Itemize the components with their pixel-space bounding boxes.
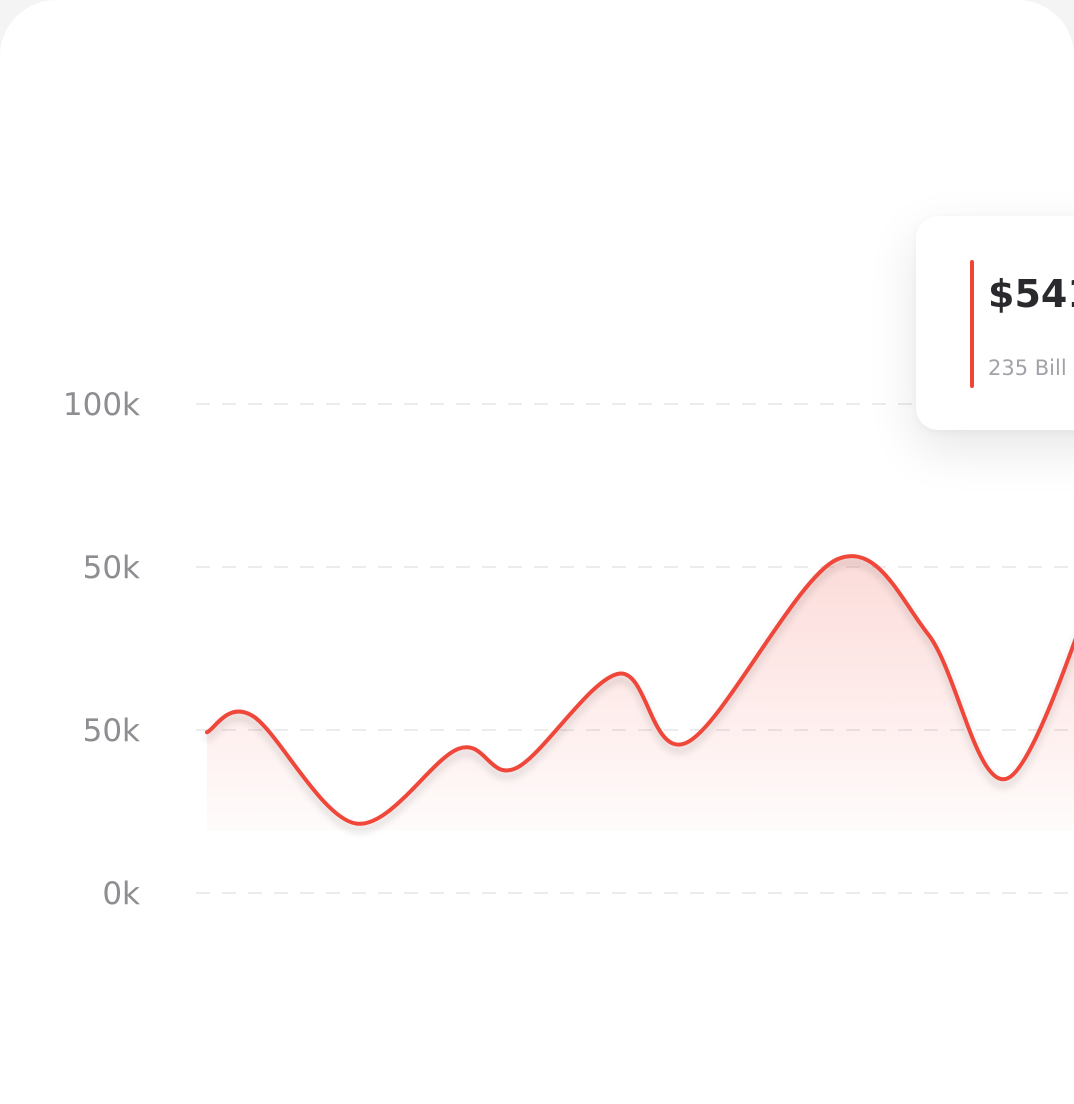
tooltip-card: $541 235 Bill [916, 216, 1074, 430]
tooltip-value: $541 [988, 272, 1074, 316]
tooltip-accent-bar [970, 260, 974, 388]
data-point [685, 739, 691, 745]
data-point [616, 671, 622, 677]
y-tick-label: 0k [102, 876, 140, 912]
data-point [925, 632, 931, 638]
data-point [456, 746, 462, 752]
y-tick-label: 50k [83, 550, 140, 586]
data-point [353, 821, 359, 827]
data-point [1006, 775, 1012, 781]
data-point [250, 713, 256, 719]
y-tick-label: 100k [63, 387, 140, 423]
data-point [204, 729, 210, 735]
tooltip-subtext: 235 Bill [988, 356, 1067, 380]
y-tick-label: 50k [83, 713, 140, 749]
series-area [207, 540, 1074, 830]
data-point [834, 557, 840, 563]
data-point [513, 765, 519, 771]
